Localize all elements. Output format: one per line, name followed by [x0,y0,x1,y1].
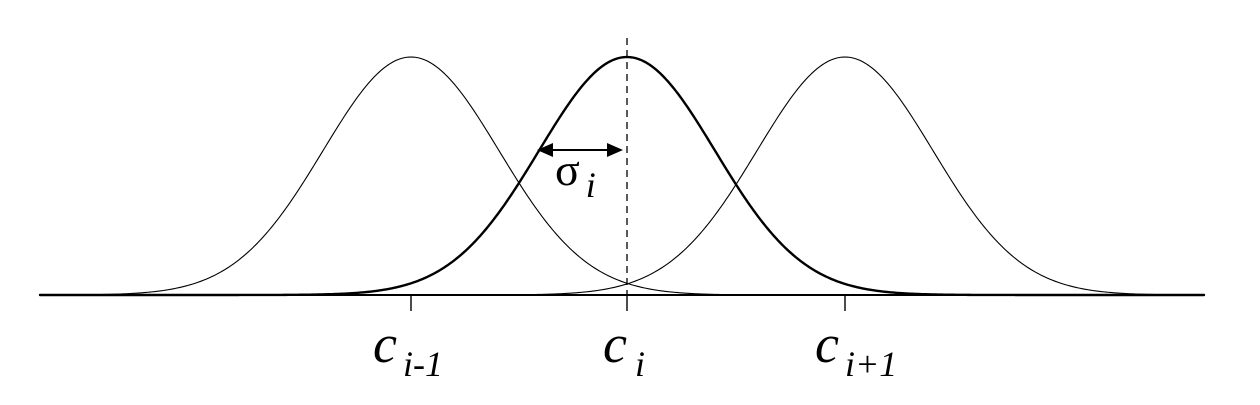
center-label-next-base: c [815,314,839,374]
sigma-symbol: σ [555,144,580,195]
center-label-prev: c i-1 [373,314,443,384]
center-label-next-sub: i+1 [845,344,897,384]
gaussian-curve-prev [39,56,1205,296]
sigma-arrow-left-head [537,143,553,157]
sigma-label: σ i [555,144,596,205]
center-label-next: c i+1 [815,314,897,384]
gaussian-curve-next [39,56,1205,296]
center-label-prev-sub: i-1 [403,344,443,384]
center-label-prev-base: c [373,314,397,374]
center-label-current-sub: i [635,344,645,384]
sigma-arrow-right-head [607,143,623,157]
sigma-subscript: i [586,165,596,205]
gaussian-curve-current [38,55,1206,297]
center-label-current: c i [603,314,645,384]
center-label-current-base: c [603,314,627,374]
